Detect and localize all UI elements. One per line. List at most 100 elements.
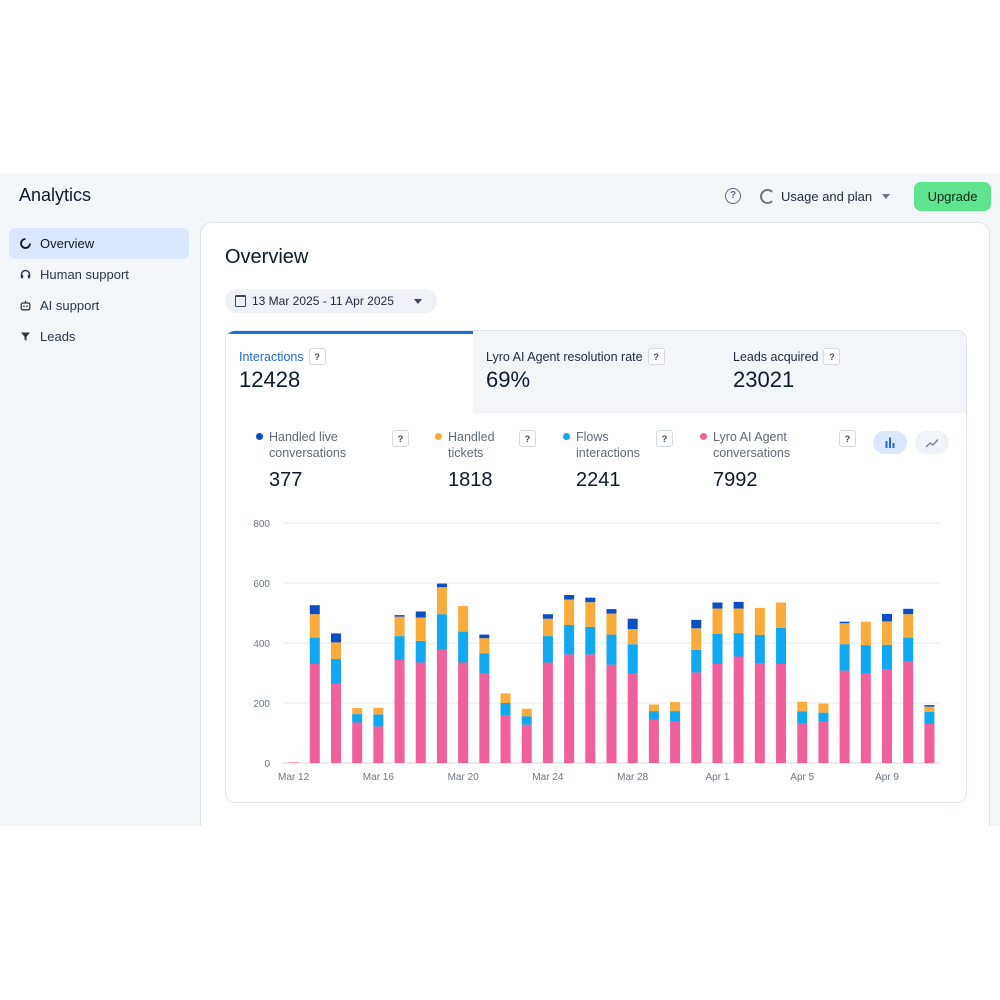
bar-segment[interactable] [691, 649, 702, 673]
bar-segment[interactable] [839, 670, 850, 763]
usage-and-plan-dropdown[interactable]: Usage and plan [760, 186, 891, 206]
bar-segment[interactable] [903, 614, 914, 638]
bar-segment[interactable] [691, 628, 702, 650]
bar-segment[interactable] [309, 614, 320, 638]
sidebar-item-leads[interactable]: Leads [9, 321, 189, 352]
help-badge-icon[interactable]: ? [839, 430, 856, 447]
bar-segment[interactable] [903, 608, 914, 615]
bar-segment[interactable] [479, 673, 490, 763]
question-circle-icon[interactable]: ? [725, 188, 741, 204]
bar-segment[interactable] [521, 716, 532, 725]
bar-segment[interactable] [627, 629, 638, 645]
bar-segment[interactable] [733, 656, 744, 764]
bar-segment[interactable] [352, 708, 363, 715]
bar-segment[interactable] [585, 597, 596, 603]
bar-segment[interactable] [839, 644, 850, 671]
bar-segment[interactable] [458, 606, 469, 632]
bar-segment[interactable] [564, 654, 575, 763]
bar-segment[interactable] [691, 619, 702, 629]
bar-segment[interactable] [288, 762, 299, 763]
bar-segment[interactable] [818, 721, 829, 763]
bar-segment[interactable] [394, 616, 405, 637]
bar-segment[interactable] [797, 723, 808, 763]
bar-segment[interactable] [500, 693, 511, 703]
bar-segment[interactable] [924, 724, 935, 763]
bar-segment[interactable] [860, 645, 871, 674]
bar-segment[interactable] [606, 664, 617, 763]
bar-segment[interactable] [839, 623, 850, 645]
bar-segment[interactable] [479, 653, 490, 674]
bar-segment[interactable] [500, 703, 511, 716]
bar-segment[interactable] [797, 701, 808, 712]
bar-segment[interactable] [754, 663, 765, 763]
bar-segment[interactable] [309, 605, 320, 615]
bar-segment[interactable] [373, 726, 384, 763]
bar-segment[interactable] [394, 615, 405, 617]
tab-interactions[interactable]: Interactions? 12428 [226, 331, 473, 413]
bar-segment[interactable] [330, 683, 341, 764]
bar-segment[interactable] [373, 707, 384, 715]
bar-segment[interactable] [712, 634, 723, 664]
tab-leads-acquired[interactable]: Leads acquired? 23021 [720, 331, 966, 413]
bar-segment[interactable] [860, 673, 871, 763]
bar-segment[interactable] [373, 714, 384, 727]
bar-segment[interactable] [712, 608, 723, 635]
bar-segment[interactable] [542, 636, 553, 663]
bar-segment[interactable] [670, 702, 681, 712]
bar-segment[interactable] [754, 607, 765, 635]
help-badge-icon[interactable]: ? [392, 430, 409, 447]
bar-segment[interactable] [754, 634, 765, 664]
bar-segment[interactable] [500, 715, 511, 763]
line-chart-toggle[interactable] [915, 431, 949, 454]
bar-segment[interactable] [352, 714, 363, 723]
bar-segment[interactable] [712, 602, 723, 609]
bar-segment[interactable] [436, 614, 447, 650]
bar-chart-toggle[interactable] [873, 431, 907, 454]
bar-segment[interactable] [330, 633, 341, 643]
bar-segment[interactable] [542, 662, 553, 764]
bar-segment[interactable] [860, 621, 871, 646]
bar-segment[interactable] [627, 673, 638, 763]
bar-segment[interactable] [330, 642, 341, 659]
bar-segment[interactable] [564, 625, 575, 655]
bar-segment[interactable] [818, 712, 829, 722]
bar-segment[interactable] [564, 595, 575, 600]
bar-segment[interactable] [458, 631, 469, 663]
bar-segment[interactable] [606, 613, 617, 635]
help-badge-icon[interactable]: ? [647, 348, 665, 365]
bar-segment[interactable] [924, 712, 935, 724]
bar-segment[interactable] [818, 703, 829, 713]
bar-segment[interactable] [903, 661, 914, 763]
bar-segment[interactable] [733, 633, 744, 657]
bar-segment[interactable] [882, 669, 893, 763]
bar-segment[interactable] [903, 637, 914, 662]
bar-segment[interactable] [797, 711, 808, 724]
bar-segment[interactable] [415, 617, 426, 641]
bar-segment[interactable] [330, 658, 341, 684]
bar-segment[interactable] [585, 654, 596, 763]
bar-segment[interactable] [309, 664, 320, 763]
upgrade-button[interactable]: Upgrade [914, 182, 991, 211]
bar-segment[interactable] [776, 628, 787, 664]
bar-segment[interactable] [479, 638, 490, 654]
bar-segment[interactable] [606, 634, 617, 665]
bar-segment[interactable] [436, 583, 447, 588]
bar-segment[interactable] [924, 706, 935, 712]
bar-segment[interactable] [542, 618, 553, 637]
bar-segment[interactable] [394, 636, 405, 660]
bar-segment[interactable] [882, 621, 893, 645]
bar-segment[interactable] [882, 644, 893, 670]
help-badge-icon[interactable]: ? [656, 430, 673, 447]
bar-segment[interactable] [776, 602, 787, 629]
tab-resolution-rate[interactable]: Lyro AI Agent resolution rate? 69% [473, 331, 720, 413]
bar-segment[interactable] [627, 644, 638, 674]
bar-segment[interactable] [924, 705, 935, 707]
bar-segment[interactable] [839, 621, 850, 624]
help-badge-icon[interactable]: ? [823, 348, 841, 365]
bar-segment[interactable] [415, 662, 426, 764]
bar-segment[interactable] [648, 719, 659, 764]
bar-segment[interactable] [309, 637, 320, 664]
bar-segment[interactable] [670, 721, 681, 763]
sidebar-item-overview[interactable]: Overview [9, 228, 189, 259]
bar-segment[interactable] [542, 614, 553, 619]
